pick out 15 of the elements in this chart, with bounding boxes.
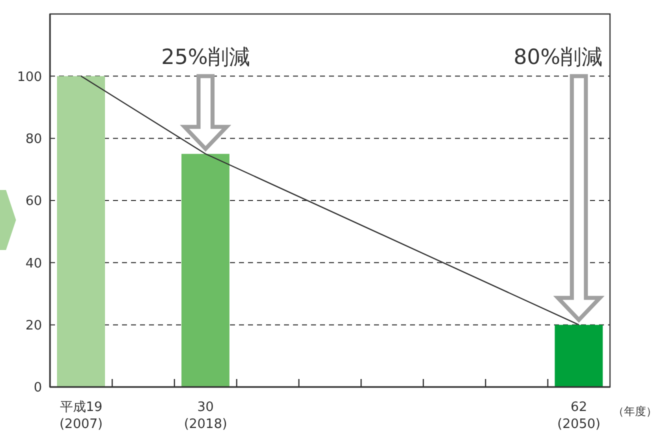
bar xyxy=(57,76,105,387)
y-tick-label: 0 xyxy=(34,380,42,396)
annotation: 25%削減 xyxy=(161,45,250,70)
x-tick-label: 30 (2018) xyxy=(184,400,228,432)
y-tick-label: 60 xyxy=(25,194,42,210)
bar xyxy=(181,154,230,387)
y-tick-label: 40 xyxy=(25,256,42,272)
y-tick-label: 80 xyxy=(25,132,42,147)
x-axis-title: （年度） xyxy=(613,405,657,418)
x-tick-label: 62 (2050) xyxy=(557,400,601,432)
y-tick-label: 100 xyxy=(17,70,42,85)
annotation: 80%削減 xyxy=(514,45,602,70)
bar xyxy=(554,324,603,387)
y-tick-label: 20 xyxy=(25,318,42,334)
x-tick-label: 平成19 (2007) xyxy=(59,400,103,432)
